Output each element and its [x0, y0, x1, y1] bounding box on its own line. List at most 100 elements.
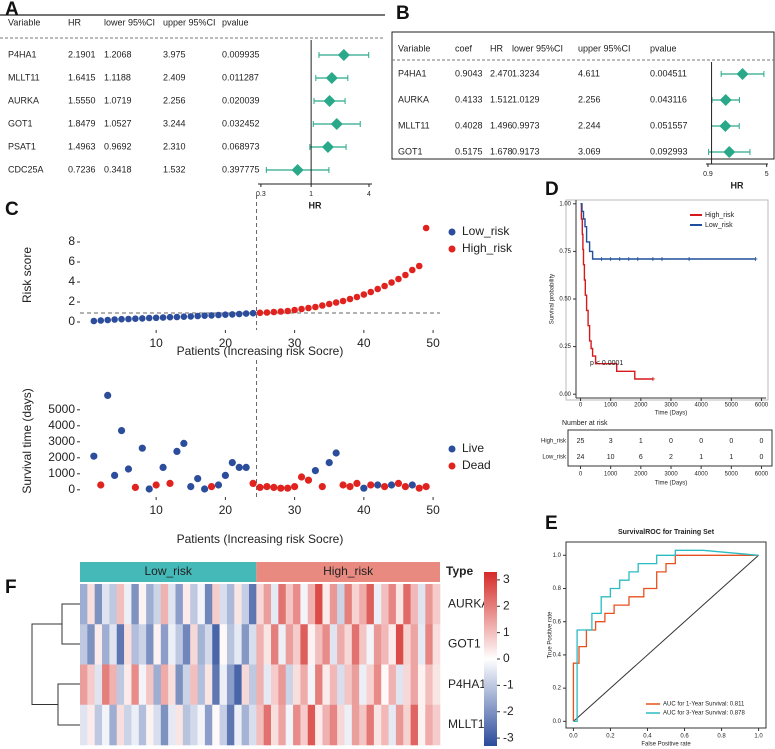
heat-cell	[153, 664, 162, 706]
heat-cell	[160, 624, 169, 665]
point	[208, 312, 215, 319]
heat-cell	[219, 704, 228, 746]
y-tick-label: 0.25	[559, 344, 571, 350]
legend-label: Low_risk	[705, 222, 733, 229]
table-cell: AURKA	[398, 94, 429, 104]
heat-cell	[315, 664, 323, 706]
heat-cell	[278, 624, 287, 665]
point	[312, 303, 319, 311]
point	[319, 302, 326, 309]
heat-cell	[366, 624, 375, 665]
legend-label: Live	[462, 441, 484, 455]
heat-cell	[124, 584, 132, 625]
hr-marker	[337, 49, 350, 61]
point	[159, 314, 167, 321]
table-cell: P4HA1	[398, 68, 427, 78]
heat-cell	[432, 664, 441, 706]
panel-label: D	[545, 179, 559, 200]
point	[346, 295, 354, 303]
table-cell: 2.310	[163, 141, 186, 151]
heat-cell	[271, 704, 279, 746]
diagonal	[573, 554, 759, 722]
point	[277, 484, 285, 492]
heat-cell	[234, 664, 242, 706]
x-tick-label: 20	[219, 336, 233, 350]
point	[284, 307, 291, 315]
heat-cell	[271, 664, 279, 706]
heat-cell	[359, 664, 367, 706]
x-tick-label: 1000	[604, 472, 618, 478]
x-tick-label: 6000	[755, 403, 769, 409]
point	[381, 483, 389, 491]
heat-cell	[87, 624, 95, 665]
heat-cell	[153, 704, 162, 746]
heat-cell	[80, 704, 88, 746]
heat-cell	[263, 624, 272, 665]
heat-cell	[234, 584, 242, 625]
risk-count: 0	[760, 454, 764, 461]
risk-row-label: Low_risk	[542, 455, 567, 461]
point	[207, 483, 216, 491]
heat-cell	[388, 624, 397, 665]
x-tick-label: 1000	[604, 403, 618, 409]
heat-cell	[278, 664, 287, 706]
point	[401, 483, 409, 491]
table-cell: 1.2068	[104, 49, 132, 59]
heat-cell	[241, 664, 250, 706]
row-label: MLLT11	[448, 717, 491, 731]
dendrogram-branch	[57, 683, 80, 726]
point	[97, 317, 105, 324]
column-header: lower 95%CI	[104, 17, 155, 27]
x-tick-label: 10	[149, 503, 163, 517]
risk-count: 24	[577, 454, 585, 461]
heat-cell	[124, 624, 132, 665]
heat-cell	[293, 664, 301, 706]
heat-cell	[109, 664, 118, 706]
point	[263, 309, 271, 316]
heat-cell	[285, 704, 294, 746]
heat-cell	[425, 664, 433, 706]
row-label: GOT1	[448, 637, 481, 651]
point	[277, 308, 285, 315]
x-tick-label: 0.9	[703, 171, 713, 178]
heat-cell	[256, 624, 264, 665]
heat-cell	[278, 704, 287, 746]
heat-cell	[410, 704, 419, 746]
heat-cell	[329, 704, 338, 746]
point	[125, 315, 132, 323]
heat-cell	[322, 584, 331, 625]
heat-cell	[124, 664, 132, 706]
point	[381, 282, 388, 290]
point	[117, 427, 126, 435]
x-tick-label: 1.0	[754, 734, 763, 740]
heat-cell	[248, 704, 257, 746]
table-cell: 1.5550	[68, 95, 96, 105]
x-tick-label: 4000	[694, 403, 708, 409]
y-axis-label: True Positive rate	[548, 611, 554, 658]
x-tick-label: 30	[288, 336, 302, 350]
heat-cell	[102, 704, 110, 746]
x-tick-label: 1	[309, 191, 313, 198]
point	[221, 471, 229, 479]
point	[339, 481, 347, 489]
table-cell: 0.011287	[222, 72, 259, 82]
heat-cell	[322, 704, 331, 746]
x-tick-label: 0.3	[256, 191, 266, 198]
annotation-title: Type	[446, 564, 473, 578]
heat-cell	[138, 624, 147, 665]
heat-cell	[329, 584, 338, 625]
point	[104, 316, 111, 324]
table-cell: 1.3234	[512, 68, 540, 78]
heat-cell	[116, 664, 125, 706]
point	[402, 271, 409, 279]
point	[166, 479, 174, 487]
heat-cell	[102, 584, 110, 625]
colorbar-label: 2	[503, 598, 510, 612]
heat-cell	[315, 704, 323, 746]
plot-frame	[565, 199, 769, 401]
point	[367, 288, 375, 296]
y-tick-label: 8	[68, 234, 75, 248]
point	[291, 306, 298, 314]
point	[229, 311, 236, 318]
heat-cell	[256, 704, 264, 746]
